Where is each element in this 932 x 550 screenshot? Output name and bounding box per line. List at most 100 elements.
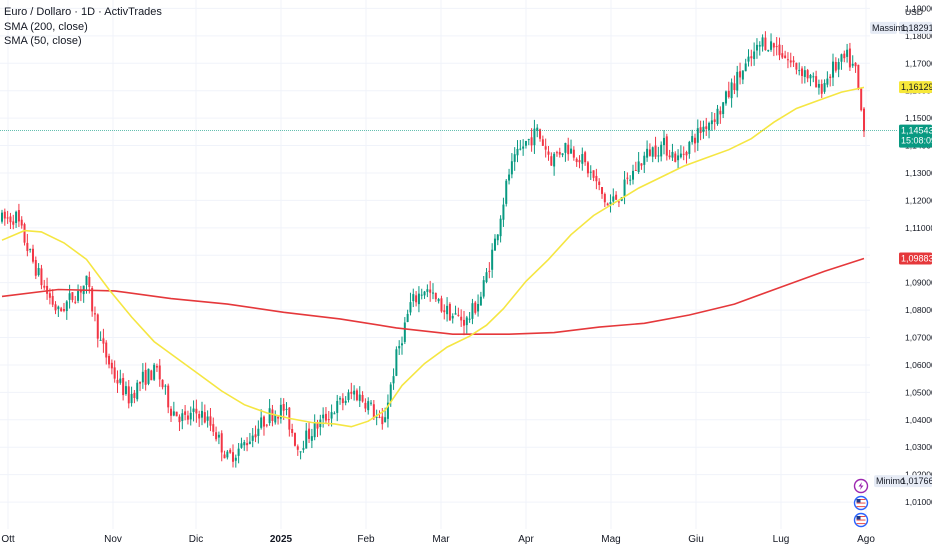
candle[interactable] (6, 210, 9, 224)
candle[interactable] (161, 379, 164, 390)
candle[interactable] (440, 295, 443, 313)
candle[interactable] (243, 439, 246, 451)
candle[interactable] (662, 130, 665, 155)
candle[interactable] (541, 135, 544, 146)
candle[interactable] (310, 428, 313, 449)
candle[interactable] (226, 449, 229, 460)
candle[interactable] (299, 451, 302, 460)
legend-symbol[interactable]: Euro / Dollaro · 1D · ActivTrades (4, 6, 162, 18)
candle[interactable] (679, 145, 682, 159)
candle[interactable] (477, 294, 480, 317)
candle[interactable] (651, 146, 654, 163)
candle[interactable] (215, 426, 218, 442)
candle[interactable] (547, 146, 550, 161)
candle[interactable] (448, 302, 451, 321)
candle[interactable] (355, 388, 358, 402)
candle[interactable] (786, 52, 789, 69)
candle[interactable] (516, 140, 519, 163)
candle[interactable] (781, 44, 784, 59)
max-label[interactable]: Massimo (870, 21, 908, 34)
candle[interactable] (843, 50, 846, 63)
candle[interactable] (817, 79, 820, 95)
candle[interactable] (74, 295, 77, 305)
candle[interactable] (293, 432, 296, 447)
candle[interactable] (40, 264, 43, 290)
candle[interactable] (454, 305, 457, 315)
candle[interactable] (519, 140, 522, 151)
candle[interactable] (443, 304, 446, 320)
candle[interactable] (834, 57, 837, 73)
min-label[interactable]: Minimo (874, 475, 905, 488)
candle[interactable] (860, 88, 863, 112)
candle[interactable] (572, 146, 575, 161)
candle[interactable] (212, 417, 215, 436)
candle[interactable] (330, 404, 333, 427)
candle[interactable] (691, 129, 694, 145)
candle[interactable] (784, 50, 787, 59)
candle[interactable] (223, 450, 226, 459)
candle[interactable] (122, 373, 125, 401)
candle[interactable] (513, 147, 516, 171)
candle[interactable] (15, 210, 18, 228)
candle[interactable] (553, 152, 556, 176)
candle[interactable] (632, 164, 635, 185)
candle[interactable] (147, 368, 150, 386)
candle[interactable] (370, 400, 373, 406)
candle[interactable] (209, 407, 212, 432)
candle[interactable] (57, 305, 60, 318)
candle[interactable] (409, 292, 412, 316)
candle[interactable] (626, 172, 629, 185)
candle[interactable] (603, 192, 606, 208)
candle[interactable] (192, 400, 195, 422)
candle[interactable] (62, 302, 65, 313)
candle[interactable] (358, 386, 361, 408)
candle[interactable] (758, 41, 761, 56)
candle[interactable] (809, 73, 812, 87)
candle[interactable] (801, 66, 804, 84)
candle[interactable] (395, 346, 398, 377)
candle[interactable] (119, 369, 122, 385)
candle[interactable] (268, 399, 271, 426)
candle[interactable] (386, 394, 389, 428)
candle[interactable] (646, 140, 649, 162)
candle[interactable] (755, 38, 758, 59)
candle[interactable] (43, 279, 46, 290)
candle[interactable] (60, 306, 63, 312)
sma50-line[interactable] (1, 86, 865, 428)
candle[interactable] (733, 75, 736, 95)
candle[interactable] (527, 138, 530, 146)
candle[interactable] (206, 410, 209, 428)
candle[interactable] (544, 138, 547, 158)
candle[interactable] (722, 101, 725, 119)
candle[interactable] (601, 186, 604, 199)
candle[interactable] (251, 427, 254, 448)
candle[interactable] (584, 150, 587, 166)
candle[interactable] (375, 409, 378, 426)
candle[interactable] (265, 423, 268, 428)
candle[interactable] (671, 143, 674, 162)
candle[interactable] (333, 411, 336, 415)
candle[interactable] (434, 292, 437, 302)
candle[interactable] (767, 49, 770, 53)
candle[interactable] (361, 391, 364, 403)
candle[interactable] (246, 437, 249, 452)
candle[interactable] (502, 197, 505, 227)
candle[interactable] (837, 58, 840, 78)
candle[interactable] (398, 340, 401, 355)
candle[interactable] (764, 31, 767, 51)
candle[interactable] (401, 336, 404, 355)
candle[interactable] (840, 53, 843, 70)
candle[interactable] (854, 62, 857, 73)
candle[interactable] (296, 444, 299, 456)
candle[interactable] (803, 66, 806, 84)
candle[interactable] (730, 78, 733, 108)
candle[interactable] (364, 398, 367, 413)
candle[interactable] (471, 298, 474, 325)
candle[interactable] (260, 409, 263, 430)
candle[interactable] (71, 292, 74, 303)
candle[interactable] (198, 410, 201, 427)
candle[interactable] (688, 140, 691, 159)
candle[interactable] (674, 151, 677, 163)
candle[interactable] (806, 68, 809, 83)
